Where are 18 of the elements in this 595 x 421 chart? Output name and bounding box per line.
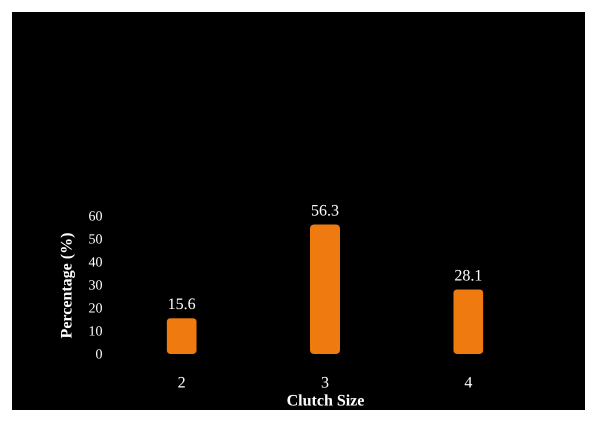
bar <box>166 318 197 354</box>
x-axis-title: Clutch Size <box>286 392 364 410</box>
y-tick-label: 10 <box>88 324 102 340</box>
data-label: 15.6 <box>168 296 196 314</box>
data-label: 28.1 <box>454 267 482 284</box>
x-tick-label: 2 <box>178 374 186 392</box>
data-label: 56.3 <box>311 202 339 220</box>
y-axis-title: Percentage (%) <box>58 232 76 338</box>
y-tick-label: 20 <box>88 302 102 316</box>
x-tick-label: 4 <box>464 374 472 392</box>
y-tick-label: 0 <box>96 348 102 362</box>
bar <box>310 224 340 354</box>
y-tick-label: 60 <box>88 210 102 224</box>
y-tick-label: 30 <box>88 278 102 294</box>
bar <box>453 289 484 354</box>
y-tick-label: 40 <box>88 256 102 270</box>
x-tick-label: 3 <box>321 374 329 392</box>
y-tick-label: 50 <box>88 232 102 248</box>
